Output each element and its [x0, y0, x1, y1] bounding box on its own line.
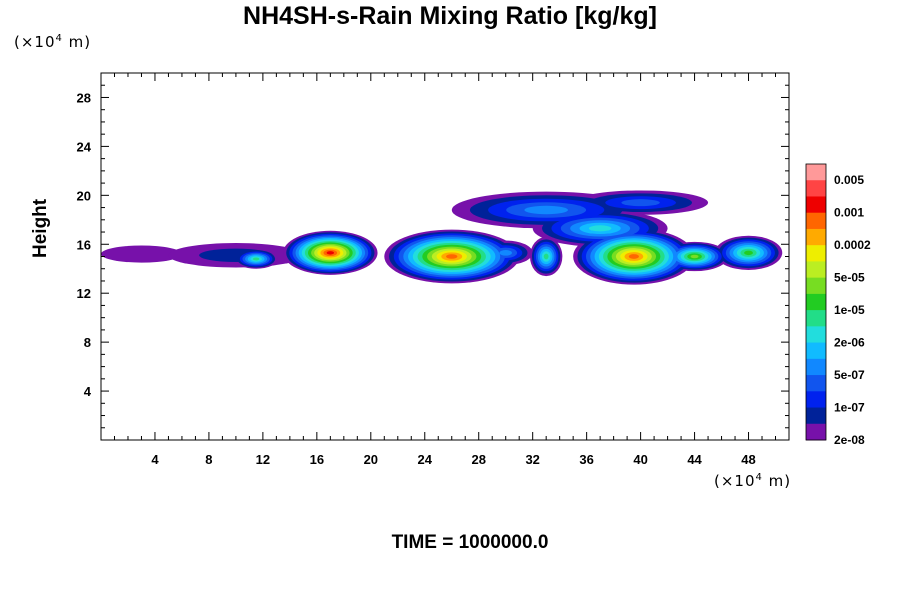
time-label: TIME = 1000000.0 [391, 532, 549, 553]
colorbar-swatch [806, 164, 826, 181]
contour-region [628, 254, 639, 259]
colorbar-label: 5e-07 [834, 368, 865, 382]
y-axis: 4 8 12 16 20 24 28 [77, 84, 789, 429]
contour-region [744, 250, 753, 256]
x-tick-label: 24 [418, 452, 433, 467]
y-tick-label: 4 [84, 384, 92, 399]
colorbar-swatch [806, 261, 826, 279]
y-unit-label: (×104 m) [14, 33, 92, 51]
x-tick-label: 20 [364, 452, 378, 467]
colorbar-swatch [806, 180, 826, 197]
colorbar-swatch [806, 423, 826, 441]
x-tick-label: 40 [633, 452, 647, 467]
colorbar-label: 0.001 [834, 206, 864, 220]
colorbar-label: 2e-08 [834, 433, 865, 447]
x-tick-label: 32 [525, 452, 539, 467]
colorbar-frame [805, 163, 827, 441]
colorbar-label: 0.005 [834, 173, 864, 187]
colorbar-swatch [806, 342, 826, 360]
x-tick-label: 8 [205, 452, 212, 467]
colorbar-swatch [806, 375, 826, 392]
mixing-ratio-field [101, 190, 783, 285]
x-tick-label: 48 [741, 452, 755, 467]
y-tick-label: 28 [77, 90, 91, 105]
contour-region [446, 254, 458, 259]
colorbar-swatch [806, 228, 826, 246]
contour-region [326, 251, 335, 255]
colorbar-swatch [806, 310, 826, 327]
x-tick-label: 44 [687, 452, 702, 467]
x-tick-label: 16 [310, 452, 324, 467]
colorbar-swatch [806, 358, 826, 376]
contour-region [543, 253, 549, 260]
contour-region [524, 205, 568, 215]
y-tick-label: 24 [77, 139, 92, 154]
x-axis: 4 8 12 16 20 24 28 32 36 40 44 48 [113, 73, 777, 467]
chart-title: NH4SH-s-Rain Mixing Ratio [kg/kg] [243, 2, 657, 30]
colorbar-label: 1e-07 [834, 401, 865, 415]
x-tick-label: 4 [151, 452, 159, 467]
colorbar-swatch [806, 245, 826, 262]
colorbar-swatch [806, 293, 826, 311]
colorbar-label: 5e-05 [834, 271, 865, 285]
colorbar-label: 0.0002 [834, 238, 871, 252]
contour-region [588, 225, 612, 232]
contour-region [690, 254, 699, 259]
y-tick-label: 20 [77, 188, 91, 203]
y-tick-label: 16 [77, 237, 91, 252]
contour-region [499, 250, 512, 256]
x-tick-label: 36 [579, 452, 593, 467]
x-unit-label: (×104 m) [714, 472, 792, 490]
x-tick-label: 12 [256, 452, 270, 467]
y-tick-label: 8 [84, 335, 91, 350]
x-tick-label: 28 [471, 452, 485, 467]
contour-region [101, 245, 182, 263]
colorbar-swatch [806, 277, 826, 295]
colorbar-label: 1e-05 [834, 303, 865, 317]
contour-region [252, 257, 260, 261]
contour-region [621, 199, 660, 207]
colorbar-label: 2e-06 [834, 336, 865, 350]
colorbar-swatch [806, 196, 826, 214]
y-tick-label: 12 [77, 286, 91, 301]
colorbar-swatch [806, 212, 826, 230]
colorbar: 0.005 0.001 0.0002 5e-05 1e-05 2e-06 5e-07 1e-0… [805, 163, 871, 447]
colorbar-swatch [806, 326, 826, 344]
colorbar-swatch [806, 407, 826, 425]
colorbar-swatch [806, 391, 826, 409]
